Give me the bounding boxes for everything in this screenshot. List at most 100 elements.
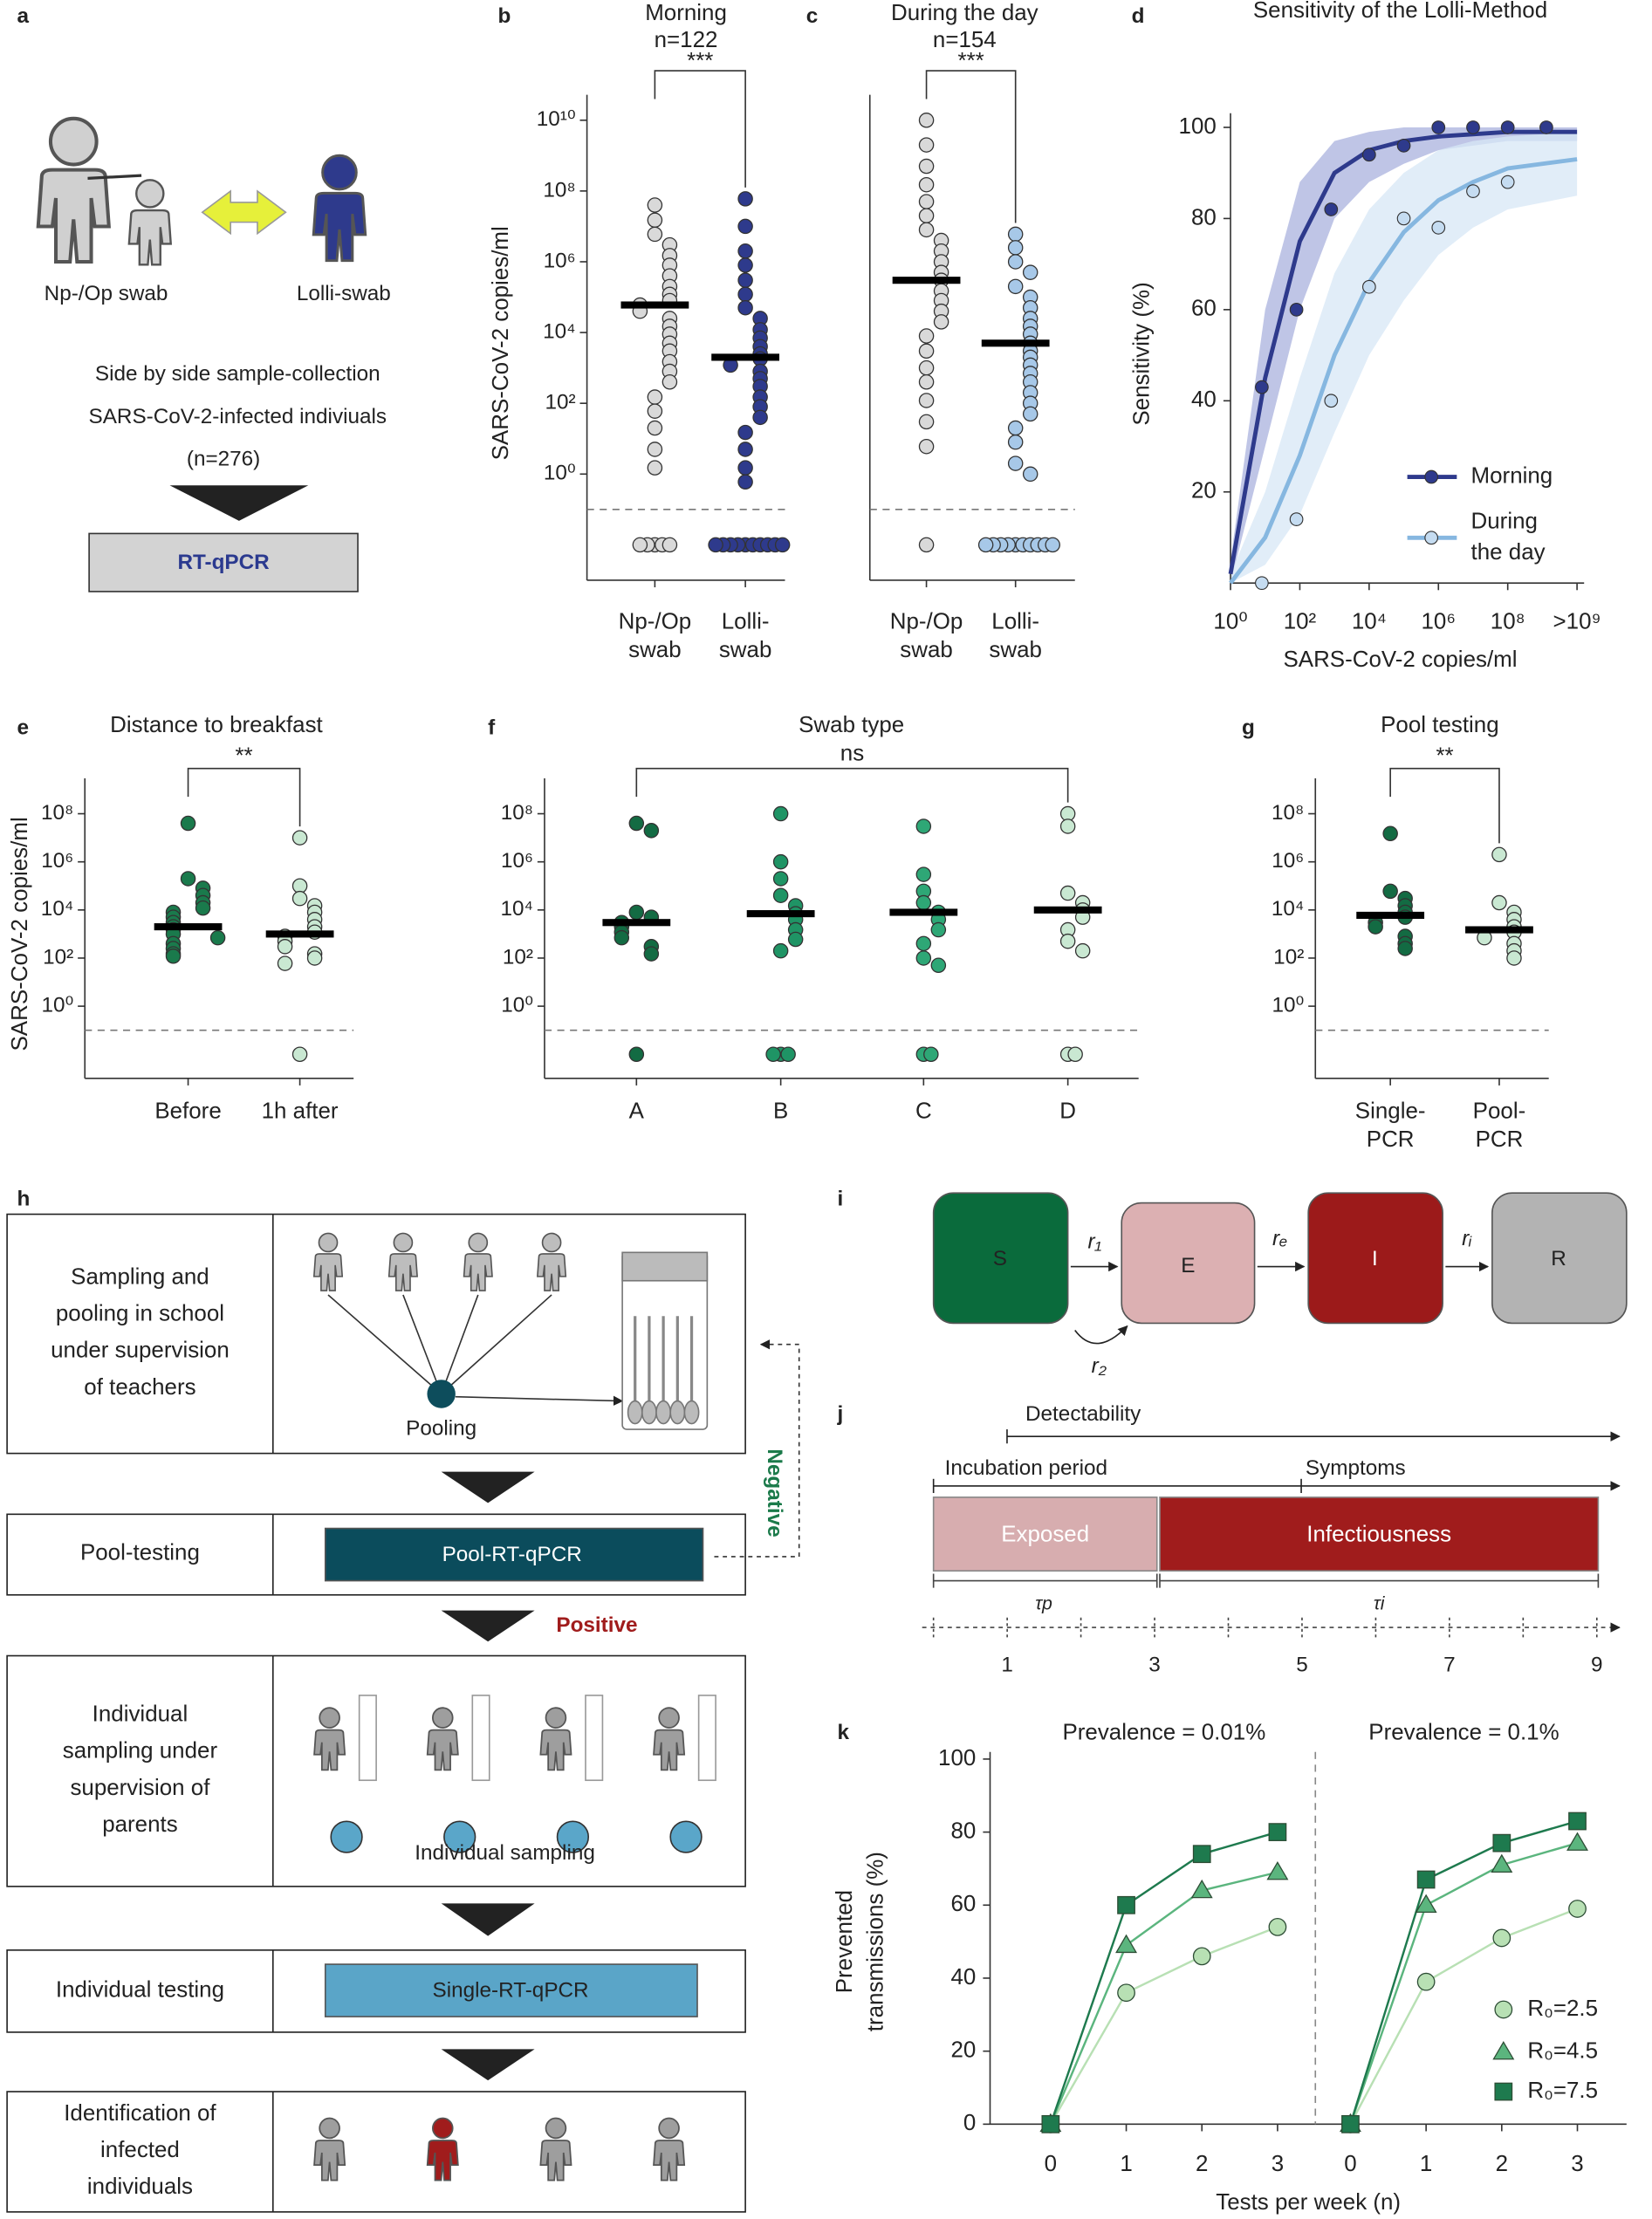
significance-label: *** xyxy=(687,49,713,73)
panel-label: g xyxy=(1242,716,1255,740)
data-point xyxy=(1492,1833,1511,1853)
state-box xyxy=(932,1192,1069,1325)
row-label: Individual xyxy=(93,1702,189,1726)
data-point xyxy=(772,942,789,959)
swab xyxy=(87,174,142,180)
x-tick-label: 10⁴ xyxy=(1352,609,1387,634)
data-point xyxy=(918,374,935,390)
data-point xyxy=(737,442,753,457)
data-point xyxy=(1074,942,1091,959)
sample-dot xyxy=(443,1820,476,1853)
adult-icon xyxy=(38,119,109,262)
x-tick-label: 3 xyxy=(1272,2152,1284,2176)
data-point xyxy=(647,442,663,457)
x-tick-label: >10⁹ xyxy=(1553,609,1601,634)
median-line xyxy=(154,923,223,931)
data-point xyxy=(737,474,753,490)
y-tick-label: 10⁰ xyxy=(544,462,576,485)
person-icon xyxy=(539,2117,572,2181)
chart-title: Sensitivity of the Lolli-Method xyxy=(1253,0,1547,23)
data-point xyxy=(1007,226,1024,243)
panel-label: f xyxy=(488,716,496,740)
panel-h: Pooling Pool-RT-qPCR Negative Positive I… xyxy=(6,1213,800,2213)
data-point xyxy=(277,955,293,971)
person-icon xyxy=(653,1707,686,1771)
y-tick-label: 10⁶ xyxy=(544,249,576,272)
legend-marker xyxy=(1424,469,1439,484)
pool-box xyxy=(324,1527,704,1582)
fit-line xyxy=(1228,129,1578,575)
data-point xyxy=(1007,434,1024,450)
double-arrow xyxy=(201,189,287,236)
y-tick-label: 10⁶ xyxy=(501,849,533,873)
data-point xyxy=(737,243,753,259)
data-point xyxy=(291,830,308,846)
data-point xyxy=(1431,220,1446,235)
data-point xyxy=(1289,302,1304,317)
chart-subtitle: n=122 xyxy=(655,28,718,52)
x-tick-label: PCR xyxy=(1476,1127,1524,1152)
data-point xyxy=(918,343,935,360)
single-box xyxy=(324,1963,698,2017)
row-box xyxy=(6,1513,746,1596)
y-tick-label: 10⁴ xyxy=(543,319,575,343)
person-icon xyxy=(312,1232,344,1291)
x-tick-label: swab xyxy=(628,638,682,662)
data-point xyxy=(614,929,630,946)
data-point xyxy=(1115,1934,1138,1954)
y-tick-label: 0 xyxy=(963,2111,976,2135)
rate-label: rₑ xyxy=(1272,1227,1287,1250)
data-point xyxy=(1341,2114,1360,2133)
swab-tip xyxy=(669,1400,686,1425)
pool-dot xyxy=(427,1380,456,1408)
series-line xyxy=(1049,1926,1278,2125)
person-icon xyxy=(426,1707,459,1771)
significance-label: ns xyxy=(840,741,864,765)
x-tick-label: PCR xyxy=(1367,1127,1415,1152)
fit-line xyxy=(1229,157,1578,585)
data-point xyxy=(1382,883,1398,900)
x-tick-label: 2 xyxy=(1196,2152,1208,2176)
row-label: supervision of xyxy=(70,1776,210,1800)
x-tick-label: 1 xyxy=(1420,2152,1432,2176)
lolli-icon xyxy=(312,154,367,263)
data-point xyxy=(752,409,768,426)
data-point xyxy=(737,272,753,288)
box xyxy=(88,532,359,592)
significance-label: ** xyxy=(235,744,252,769)
significance-bracket xyxy=(187,767,301,827)
y-tick-label: 10⁴ xyxy=(41,897,73,921)
panel-label: e xyxy=(17,716,29,740)
data-point xyxy=(1059,885,1076,901)
data-point xyxy=(737,257,753,273)
x-tick-label: 10⁰ xyxy=(1213,609,1247,634)
data-point xyxy=(647,389,663,405)
data-point xyxy=(291,1046,308,1063)
y-tick-label: 10⁸ xyxy=(543,178,575,202)
swab-tip xyxy=(641,1400,657,1425)
data-point xyxy=(1324,394,1339,408)
y-tick-label: 60 xyxy=(1191,297,1217,321)
data-point xyxy=(1568,1900,1587,1918)
x-tick-label: Single- xyxy=(1355,1099,1426,1124)
data-point xyxy=(1192,1845,1211,1864)
x-tick-label: Np-/Op xyxy=(890,609,963,634)
tube-cap xyxy=(621,1251,709,1282)
y-tick-label: 60 xyxy=(950,1892,976,1916)
y-tick-label: 10¹⁰ xyxy=(537,107,576,131)
data-point xyxy=(933,314,949,330)
tau-label: τp xyxy=(1035,1594,1052,1614)
data-point xyxy=(1361,147,1376,162)
data-point xyxy=(1007,420,1024,436)
y-axis-label: SARS-CoV-2 copies/ml xyxy=(8,817,32,1051)
incubation-label: Incubation period xyxy=(945,1456,1107,1480)
panel-label: k xyxy=(837,1721,849,1744)
y-tick-label: 10⁰ xyxy=(501,994,533,1017)
median-line xyxy=(265,930,334,938)
state-label: E xyxy=(1181,1254,1195,1277)
data-point xyxy=(1289,512,1304,526)
significance-bracket xyxy=(654,70,746,188)
x-tick-label: Np-/Op xyxy=(619,609,692,634)
data-point xyxy=(918,113,935,128)
np-label: Np-/Op swab xyxy=(45,282,168,305)
